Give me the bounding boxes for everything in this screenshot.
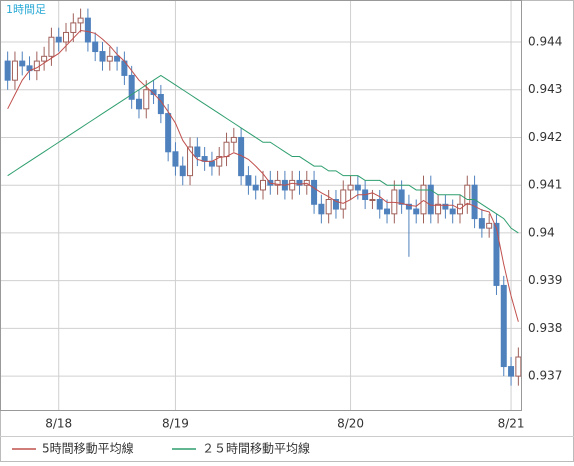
candle-body — [405, 203, 412, 210]
candle-body — [128, 74, 135, 100]
candle-body — [41, 55, 48, 62]
candle-body — [143, 89, 150, 110]
candle-body — [486, 222, 493, 229]
candle-body — [92, 41, 99, 53]
candle-body — [493, 222, 500, 286]
chart-title: 1時間足 — [6, 3, 46, 16]
candle-body — [230, 136, 237, 143]
legend-label: 5時間移動平均線 — [42, 441, 134, 456]
candle-body — [398, 189, 405, 205]
candle-body — [77, 17, 84, 24]
x-tick-label: 8/21 — [498, 417, 525, 431]
candle-body — [63, 31, 70, 43]
candle-body — [332, 199, 339, 210]
y-tick-label: 0.944 — [528, 35, 562, 49]
candle-body — [376, 199, 383, 210]
candle-body — [260, 179, 266, 191]
moving-average-line — [7, 30, 519, 322]
candle-body — [172, 151, 179, 167]
candle-body — [223, 141, 230, 158]
y-tick-label: 0.937 — [528, 369, 562, 383]
candle-body — [150, 89, 157, 96]
candle-body — [384, 208, 391, 215]
y-tick-label: 0.942 — [528, 130, 562, 144]
candle-body — [478, 218, 485, 229]
candle-body — [427, 184, 434, 215]
candle-body — [340, 189, 347, 210]
candle-body — [194, 146, 201, 158]
candle-body — [106, 55, 113, 62]
y-tick-label: 0.938 — [528, 321, 562, 335]
candle-body — [508, 366, 515, 377]
plot-border — [0, 0, 522, 411]
candle-body — [318, 203, 325, 215]
candle-body — [325, 199, 332, 215]
candle-body — [435, 203, 442, 215]
candle-body — [296, 179, 303, 186]
moving-average-line — [7, 74, 519, 234]
candle-body — [84, 17, 91, 43]
candle-body — [442, 203, 449, 210]
candle-body — [11, 60, 18, 81]
candle-body — [274, 179, 281, 186]
candle-body — [114, 55, 121, 62]
candle-body — [70, 22, 77, 33]
x-tick-label: 8/19 — [162, 417, 189, 431]
candle-body — [347, 184, 354, 191]
y-tick-label: 0.943 — [528, 82, 562, 96]
candle-body — [420, 184, 427, 215]
y-tick-label: 0.939 — [528, 273, 562, 287]
y-tick-label: 0.941 — [528, 178, 562, 192]
candle-body — [187, 146, 194, 177]
candle-body — [179, 165, 186, 177]
candle-body — [19, 60, 26, 67]
candle-body — [515, 356, 522, 377]
candle-body — [449, 208, 456, 215]
candle-body — [311, 179, 318, 205]
candle-body — [413, 208, 420, 215]
candle-body — [289, 179, 296, 191]
candle-body — [48, 36, 55, 57]
x-tick-label: 8/18 — [45, 417, 72, 431]
candle-body — [135, 98, 142, 110]
candle-body — [464, 184, 471, 205]
candle-body — [55, 36, 62, 43]
candle-body — [99, 51, 106, 62]
candle-body — [33, 60, 40, 72]
candle-body — [208, 160, 215, 167]
candle-body — [471, 184, 478, 220]
candle-body — [245, 175, 252, 186]
legend-label: ２５時間移動平均線 — [202, 441, 310, 456]
candle-body — [354, 184, 361, 191]
x-tick-label: 8/20 — [337, 417, 364, 431]
candle-body — [216, 156, 223, 167]
candle-body — [369, 199, 376, 202]
candle-body — [500, 284, 507, 368]
candle-body — [252, 184, 259, 191]
candle-body — [165, 113, 172, 153]
candle-body — [4, 60, 11, 81]
y-tick-label: 0.94 — [528, 225, 555, 239]
